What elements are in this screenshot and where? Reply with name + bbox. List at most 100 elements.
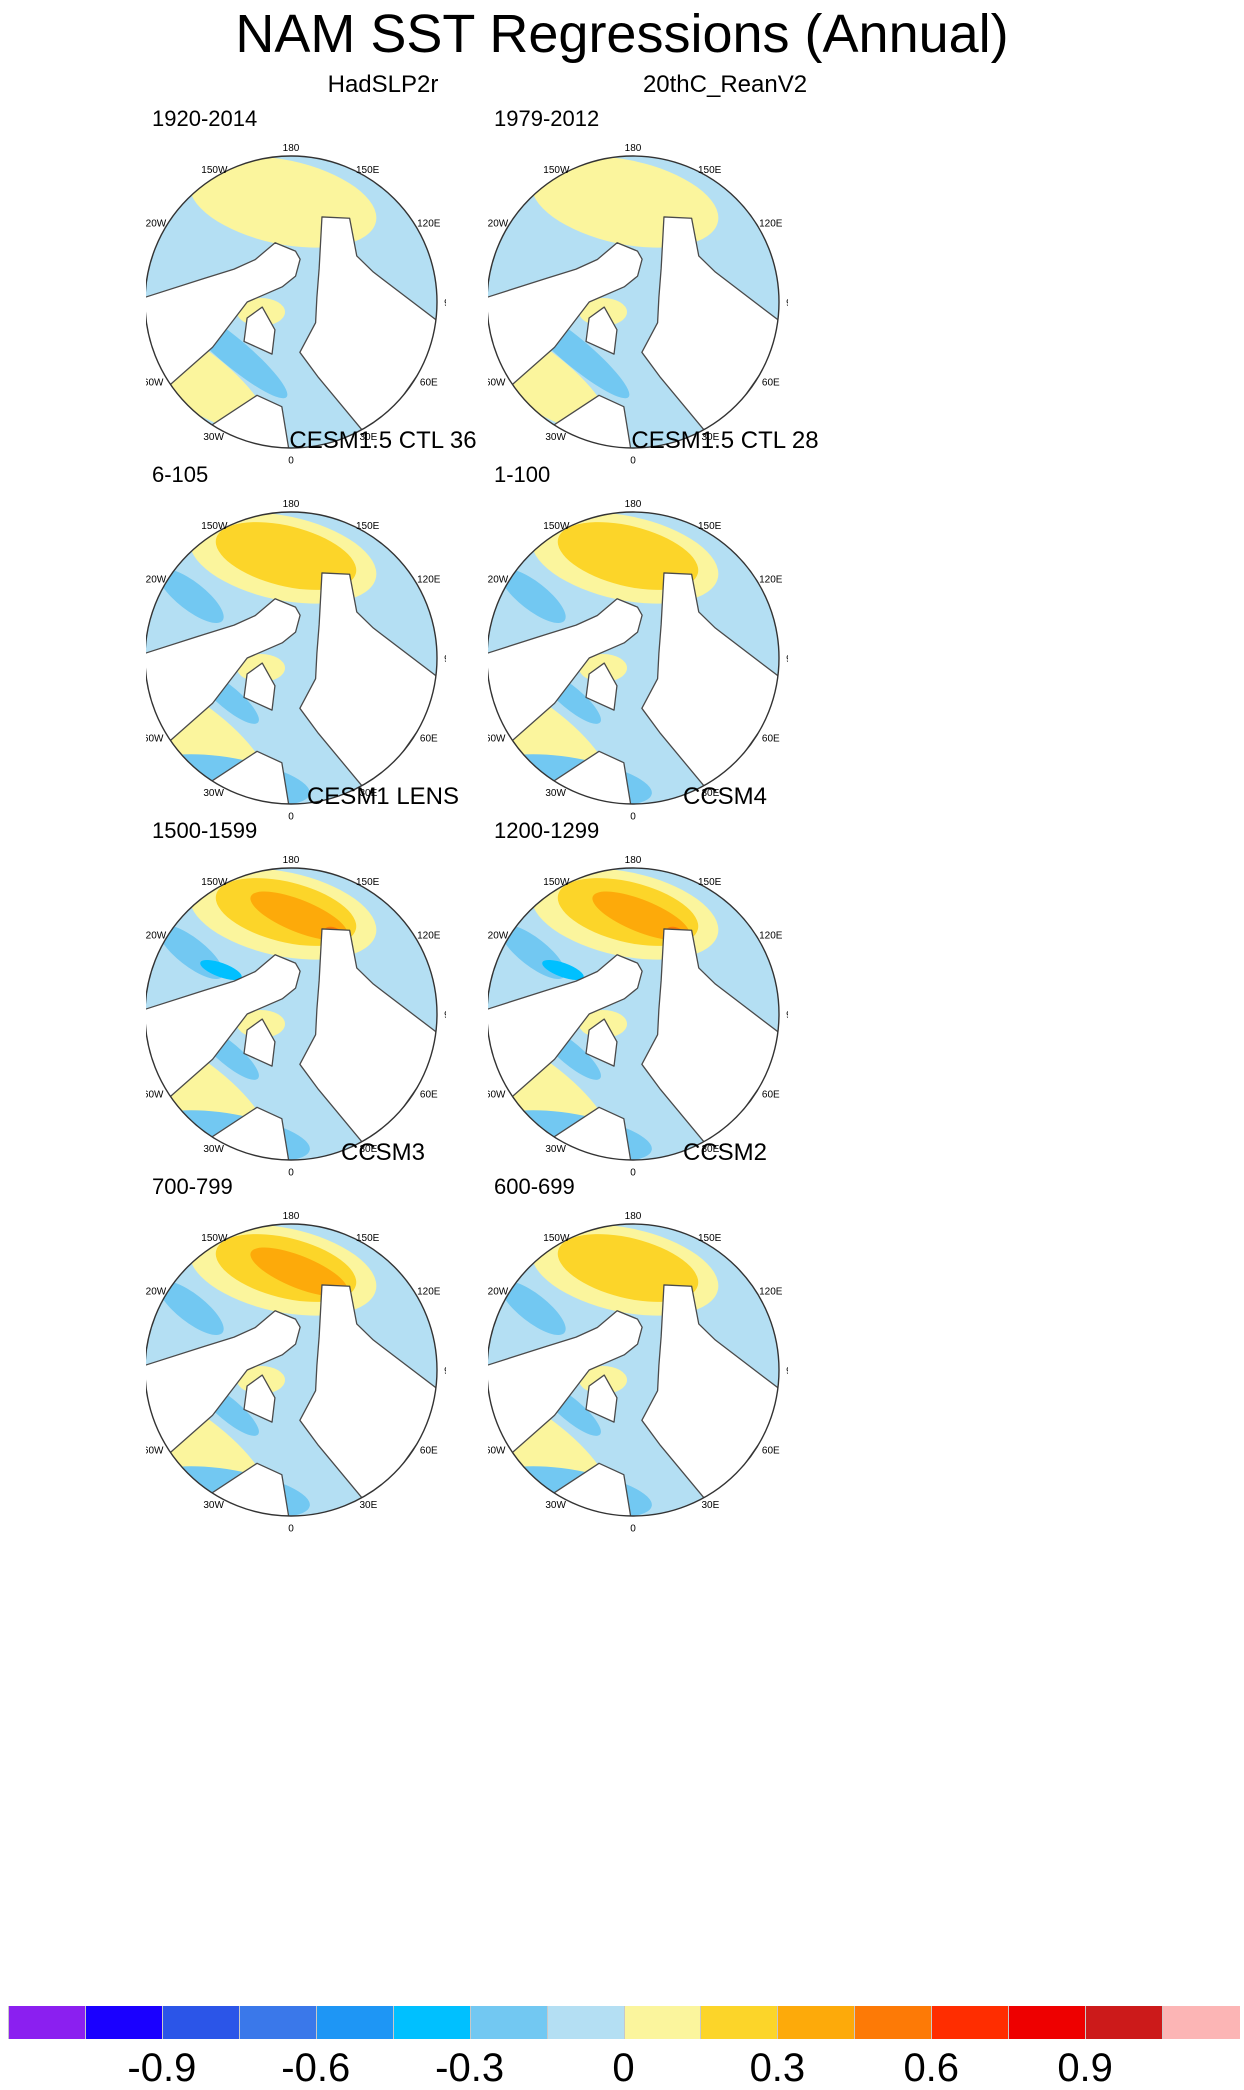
sst-field	[146, 512, 437, 804]
map-boundary	[146, 511, 438, 805]
colorbar-tick-label: 0.9	[1057, 2046, 1113, 2090]
colorbar-box	[1162, 2006, 1240, 2039]
longitude-label: 150W	[543, 165, 570, 176]
eurasia-land	[641, 216, 779, 442]
north-america-land	[488, 598, 643, 751]
longitude-label: 150E	[698, 1233, 722, 1244]
longitude-label: 0	[288, 1524, 294, 1535]
map-boundary	[146, 1223, 438, 1517]
longitude-label: 150E	[356, 165, 380, 176]
longitude-label: 90E	[786, 1366, 788, 1377]
north-america-land	[146, 598, 301, 751]
longitude-label: 60W	[488, 1446, 506, 1457]
map-boundary	[488, 867, 780, 1161]
map-panel: CCSM3700-799180150E120E90E60E30E030W60W9…	[146, 1138, 614, 1588]
colorbar-box	[84, 2006, 163, 2039]
longitude-label: 0	[630, 812, 636, 823]
longitude-label: 30E	[701, 1500, 719, 1511]
longitude-label: 60W	[488, 734, 506, 745]
north-america-land	[488, 954, 643, 1107]
greenland-land	[243, 1018, 276, 1067]
greenland-land	[585, 306, 618, 355]
ne-pacific-cold	[500, 1281, 566, 1335]
panel-title: CCSM2	[682, 1139, 767, 1166]
eurasia-land	[299, 216, 437, 442]
longitude-label: 180	[625, 143, 642, 154]
longitude-label: 120E	[417, 218, 441, 229]
longitude-label: 60W	[488, 1090, 506, 1101]
longitude-label: 180	[625, 855, 642, 866]
greenland-land	[243, 1374, 276, 1423]
longitude-label: 90E	[786, 298, 788, 309]
colorbar-box	[931, 2006, 1009, 2039]
panel-period: 1500-1599	[152, 818, 258, 843]
longitude-label: 30E	[701, 1144, 719, 1155]
colorbar-box	[8, 2006, 86, 2039]
colorbar-tick-label: 0	[612, 2046, 635, 2090]
longitude-label: 180	[625, 1211, 642, 1222]
sst-field	[488, 512, 779, 804]
north-america-land	[146, 1310, 301, 1463]
longitude-label: 30E	[359, 1500, 377, 1511]
pacific-warm-core	[557, 522, 699, 590]
colorbar-tick-label: -0.3	[435, 2046, 505, 2090]
longitude-label: 60E	[420, 1090, 438, 1101]
page-title: NAM SST Regressions (Annual)	[235, 4, 1009, 64]
colorbar	[8, 2006, 1240, 2039]
ne-pacific-cold	[500, 569, 566, 623]
greenland-land	[585, 662, 618, 711]
longitude-label: 150W	[201, 521, 228, 532]
longitude-label: 30W	[545, 1500, 566, 1511]
longitude-label: 150W	[201, 165, 228, 176]
longitude-label: 30E	[359, 788, 377, 799]
longitude-label: 150W	[201, 877, 228, 888]
map-boundary	[488, 1223, 780, 1517]
colorbar-tick-label: 0.6	[903, 2046, 960, 2090]
polar-map: 180150E120E90E60E30E030W60W90W120W150W	[146, 855, 446, 1179]
longitude-label: 90E	[444, 654, 446, 665]
map-boundary	[146, 155, 438, 449]
longitude-label: 150E	[356, 877, 380, 888]
longitude-label: 30E	[359, 432, 377, 443]
longitude-label: 30W	[203, 1144, 224, 1155]
longitude-label: 60W	[146, 1446, 164, 1457]
eurasia-land	[641, 572, 779, 798]
colorbar-box	[623, 2006, 701, 2039]
map-boundary	[488, 155, 780, 449]
colorbar-box	[238, 2006, 317, 2039]
colorbar-box	[700, 2006, 778, 2039]
colorbar-box	[1008, 2006, 1086, 2039]
sst-field	[488, 868, 779, 1160]
colorbar-box	[469, 2006, 548, 2039]
longitude-label: 180	[283, 143, 300, 154]
pacific-strong-core	[250, 891, 348, 941]
ne-pacific-cold-core	[200, 960, 242, 980]
panel-period: 1979-2012	[494, 106, 600, 131]
longitude-label: 120W	[488, 574, 509, 585]
longitude-label: 60E	[420, 1446, 438, 1457]
sst-field	[488, 156, 779, 448]
longitude-label: 30W	[545, 432, 566, 443]
map-panel: CESM1.5 CTL 36 6-105 180 150E 120E 90E 60E 30E 0…	[146, 426, 614, 876]
longitude-label: 0	[630, 456, 636, 467]
greenland-land	[585, 1374, 618, 1423]
longitude-label: 180	[283, 499, 300, 510]
longitude-label: 60W	[146, 734, 164, 745]
panel-title: CESM1.5 CTL 36	[289, 427, 477, 454]
greenland-land	[243, 662, 276, 711]
longitude-label: 60E	[762, 1446, 780, 1457]
panel-period: 6-105	[152, 462, 209, 487]
longitude-label: 150E	[356, 1233, 380, 1244]
north-america-land	[488, 242, 643, 395]
longitude-label: 120W	[488, 930, 509, 941]
colorbar-box	[315, 2006, 394, 2039]
sst-field	[146, 868, 437, 1160]
panel-period: 700-799	[152, 1174, 233, 1199]
longitude-label: 180	[625, 499, 642, 510]
longitude-label: 30W	[203, 788, 224, 799]
panel-period: 1920-2014	[152, 106, 258, 131]
eurasia-land	[299, 1284, 437, 1510]
longitude-label: 0	[288, 812, 294, 823]
longitude-label: 150W	[543, 1233, 570, 1244]
map-panel: CESM1.5 CTL 28 1-100 180 150E 120E 90E 60E 30E 0…	[488, 426, 956, 876]
